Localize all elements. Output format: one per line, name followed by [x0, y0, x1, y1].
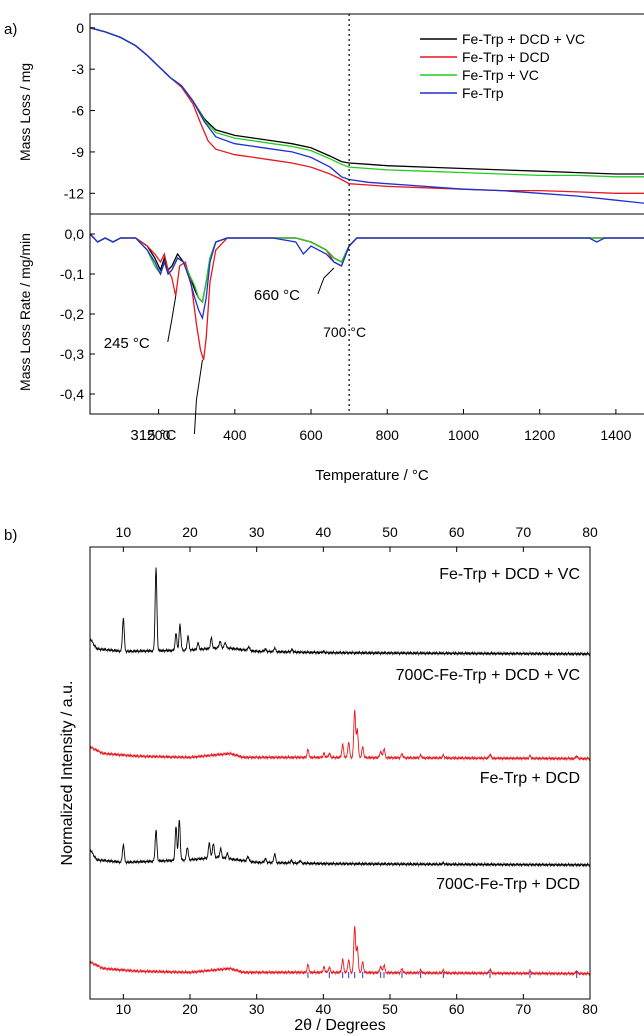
tga-legend: Fe-Trp + DCD + VC Fe-Trp + DCD Fe-Trp + VC… [420, 31, 585, 101]
annotation-leader [167, 295, 177, 343]
dtg-ytick-label: -0,2 [60, 306, 84, 322]
xrd-line-700c-fe-trp-dcd [90, 926, 590, 977]
tga-line-fe-trp-dcd-vc [90, 27, 644, 175]
xrd-xtick-label-top: 10 [116, 524, 132, 540]
dtg-xtick-label: 1200 [524, 427, 555, 443]
xrd-label-700c-fe-trp-dcd-vc: 700C-Fe-Trp + DCD + VC [396, 667, 580, 684]
dtg-xlabel: Temperature / °C [315, 467, 429, 484]
dtg-xtick-label: 200 [147, 427, 171, 443]
annotation-leader [193, 359, 203, 435]
xrd-xtick-label-bottom: 80 [582, 1001, 598, 1017]
dtg-line-fe-trp [90, 233, 644, 321]
legend-label-fe-trp-dcd: Fe-Trp + DCD [462, 49, 550, 65]
dtg-xtick-label: 1400 [600, 427, 631, 443]
tga-ytick-label: -12 [64, 185, 84, 201]
xrd-label-700c-fe-trp-dcd: 700C-Fe-Trp + DCD [436, 876, 580, 893]
dtg-xtick-label: 600 [299, 427, 323, 443]
dtg-y-ticks: 0,0 -0,1 -0,2 -0,3 -0,4 [60, 226, 95, 402]
panel-label-a: a) [4, 21, 17, 38]
legend-label-fe-trp: Fe-Trp [462, 85, 504, 101]
tga-y-ticks: 0 -3 -6 -9 -12 [64, 20, 95, 201]
xrd-x-ticks: 10 10 20 20 30 30 40 40 50 50 60 60 70 70 80 80 [116, 524, 598, 1017]
xrd-xtick-label-bottom: 30 [249, 1001, 265, 1017]
xrd-xtick-label-top: 60 [449, 524, 465, 540]
annotation-label: 660 °C [254, 287, 300, 304]
tga-ytick-label: -6 [72, 103, 85, 119]
xrd-xtick-label-top: 70 [516, 524, 532, 540]
xrd-xtick-label-top: 20 [182, 524, 198, 540]
dtg-line-fe-trp-dcd [90, 233, 644, 361]
xrd-panel: 10 10 20 20 30 30 40 40 50 50 60 60 70 70 80 80 Fe-Trp … [59, 524, 598, 1034]
legend-label-fe-trp-vc: Fe-Trp + VC [462, 67, 539, 83]
xrd-xtick-label-bottom: 10 [116, 1001, 132, 1017]
dtg-ylabel: Mass Loss Rate / mg/min [17, 233, 33, 391]
panel-label-b: b) [4, 527, 17, 544]
tga-ytick-label: -9 [72, 144, 85, 160]
dtg-annotations: 245 °C 315 °C 660 °C [104, 267, 335, 444]
legend-label-fe-trp-dcd-vc: Fe-Trp + DCD + VC [462, 31, 585, 47]
xrd-line-700c-fe-trp-dcd-vc [90, 709, 590, 762]
xrd-xtick-label-top: 80 [582, 524, 598, 540]
dtg-x-ticks: 200 400 600 800 1000 1200 1400 [147, 409, 632, 443]
xrd-xtick-label-top: 50 [382, 524, 398, 540]
annotation-leader [317, 267, 335, 295]
tga-ytick-label: -3 [72, 61, 85, 77]
dtg-panel: 0,0 -0,1 -0,2 -0,3 -0,4 200 400 600 800 1000 1200… [17, 213, 644, 484]
dtg-ytick-label: -0,4 [60, 386, 84, 402]
xrd-xtick-label-bottom: 40 [316, 1001, 332, 1017]
tga-line-fe-trp [90, 27, 644, 204]
xrd-line-fe-trp-dcd [90, 819, 590, 868]
dtg-ytick-label: -0,1 [60, 266, 84, 282]
xrd-xlabel: 2θ / Degrees [294, 1017, 386, 1034]
xrd-xtick-label-top: 40 [316, 524, 332, 540]
xrd-label-fe-trp-dcd-vc: Fe-Trp + DCD + VC [439, 566, 580, 583]
xrd-ylabel: Normalized Intensity / a.u. [59, 681, 76, 866]
annotation-label: 315 °C [130, 427, 176, 444]
xrd-line-fe-trp-dcd-vc [90, 567, 590, 657]
xrd-series-labels: Fe-Trp + DCD + VC 700C-Fe-Trp + DCD + VC F… [396, 566, 580, 893]
xrd-frame [89, 546, 591, 1000]
tga-ytick-label: 0 [76, 20, 84, 36]
xrd-label-fe-trp-dcd: Fe-Trp + DCD [480, 770, 580, 787]
tga-line-fe-trp-vc [90, 27, 644, 178]
marker-label-700: 700 °C [323, 324, 366, 340]
dtg-xtick-label: 800 [376, 427, 400, 443]
dtg-ytick-label: 0,0 [65, 226, 85, 242]
xrd-xtick-label-top: 30 [249, 524, 265, 540]
dtg-ytick-label: -0,3 [60, 346, 84, 362]
dtg-xtick-label: 400 [223, 427, 247, 443]
dtg-xtick-label: 1000 [448, 427, 479, 443]
xrd-xtick-label-bottom: 60 [449, 1001, 465, 1017]
xrd-xtick-label-bottom: 70 [516, 1001, 532, 1017]
xrd-xtick-label-bottom: 20 [182, 1001, 198, 1017]
xrd-xtick-label-bottom: 50 [382, 1001, 398, 1017]
tga-ylabel: Mass Loss / mg [17, 63, 33, 161]
annotation-label: 245 °C [104, 335, 150, 352]
tga-panel: 0 -3 -6 -9 -12 Mass Loss / mg Fe-Trp + DCD +… [17, 13, 644, 215]
